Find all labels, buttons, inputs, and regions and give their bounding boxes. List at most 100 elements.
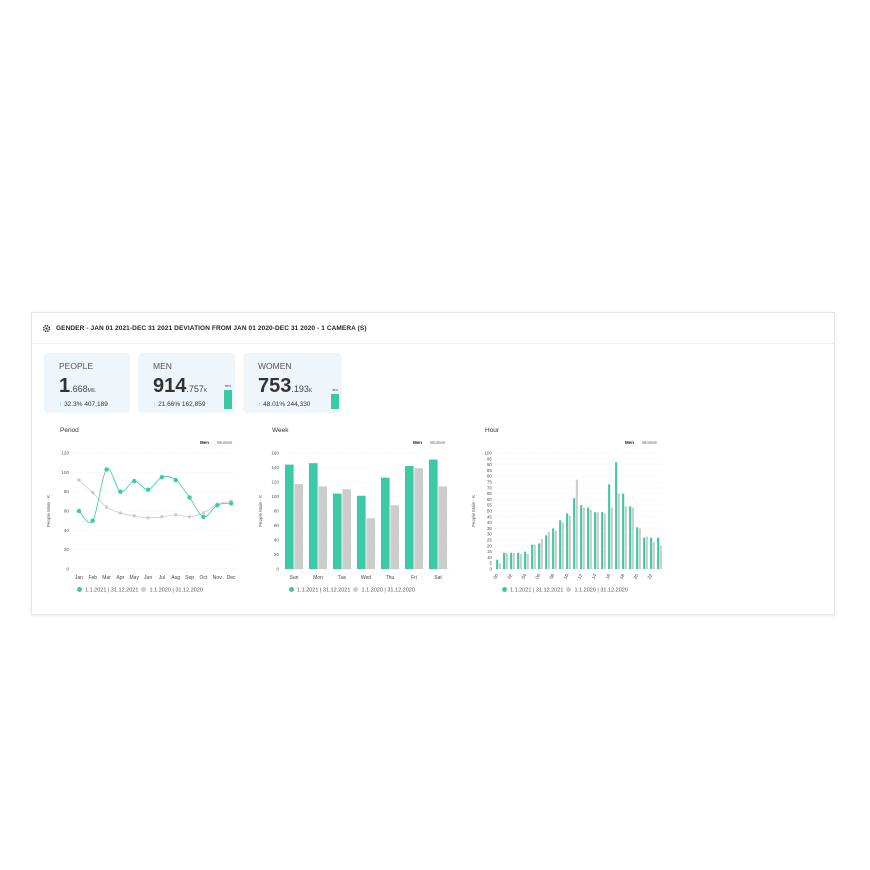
chart-title-week: Week	[272, 427, 289, 434]
x-tick-label: Nov	[213, 575, 222, 581]
kpi-people[interactable]: PEOPLE 1.668MIL ↑ 32.3% 407,189	[44, 353, 130, 413]
data-point-current	[228, 501, 234, 506]
bar-previous	[568, 515, 571, 569]
legend-hour[interactable]: 1.1.2021 | 31.12.2021 1.1.2020 | 31.12.2…	[502, 587, 628, 594]
x-tick-label: 14	[590, 573, 597, 580]
y-tick-label: 100	[484, 451, 492, 456]
y-axis-label: People Male - K	[258, 495, 263, 527]
hour-bar-chart[interactable]: People Male - K0510152025303540455055606…	[467, 445, 677, 583]
legend-dot-current	[289, 587, 294, 592]
bar-previous	[540, 538, 543, 569]
bar-current	[587, 507, 590, 569]
x-tick-label: Feb	[88, 575, 97, 581]
y-tick-label: 60	[64, 509, 70, 514]
bar-current	[517, 552, 520, 569]
bar-current	[559, 520, 562, 569]
y-tick-label: 90	[487, 462, 493, 467]
bar-current	[545, 535, 548, 569]
legend-period[interactable]: 1.1.2021 | 31.12.2021 1.1.2020 | 31.12.2…	[77, 587, 203, 594]
kpi-men[interactable]: MEN 914.757K ↑ 21.66% 162,859 55%	[138, 353, 235, 413]
y-tick-label: 5	[489, 561, 492, 566]
bar-previous	[624, 506, 627, 569]
kpi-label: WOMEN	[258, 361, 292, 371]
data-point-previous	[146, 516, 150, 520]
gender-toggle-week[interactable]: Men Women	[413, 440, 445, 445]
bar-previous	[652, 542, 655, 569]
kpi-women[interactable]: WOMEN 753.193K ↑ 48.01% 244,330 45%	[243, 353, 342, 413]
toggle-men: Men	[200, 440, 209, 445]
toggle-women: Women	[430, 440, 446, 445]
y-tick-label: 60	[274, 523, 280, 528]
share-label: 55%	[224, 384, 231, 388]
x-tick-label: 22	[646, 573, 653, 580]
y-tick-label: 75	[487, 480, 493, 485]
bar-current	[356, 495, 366, 569]
toggle-men: Men	[413, 440, 422, 445]
y-tick-label: 65	[487, 491, 493, 496]
data-point-previous	[187, 515, 192, 519]
x-tick-label: 20	[632, 573, 639, 580]
x-tick-label: Mon	[313, 575, 323, 581]
legend-dot-current	[77, 587, 82, 592]
data-point-previous	[91, 490, 95, 495]
x-tick-label: Jul	[159, 575, 165, 581]
y-tick-label: 160	[271, 451, 279, 456]
legend-week[interactable]: 1.1.2021 | 31.12.2021 1.1.2020 | 31.12.2…	[289, 587, 415, 594]
bar-previous	[498, 563, 501, 569]
bar-current	[531, 544, 534, 569]
y-tick-label: 20	[274, 552, 280, 557]
chart-title-hour: Hour	[485, 427, 500, 434]
x-tick-label: 16	[604, 573, 611, 580]
bar-current	[380, 477, 390, 569]
bar-current	[629, 506, 632, 569]
y-tick-label: 100	[61, 470, 69, 475]
kpi-value: 1.668MIL	[59, 375, 96, 397]
bar-previous	[414, 468, 424, 569]
x-tick-label: 00	[492, 573, 499, 580]
x-tick-label: Oct	[200, 575, 208, 581]
x-tick-label: Jan	[75, 575, 83, 581]
period-line-chart[interactable]: People Male - K 0 20 40 60 80 100 120 Jan Feb Mar A…	[42, 445, 252, 583]
data-point-current	[118, 489, 123, 494]
bar-previous	[390, 505, 400, 569]
bar-previous	[505, 552, 508, 569]
bar-previous	[554, 530, 557, 569]
bar-current	[615, 462, 618, 569]
y-tick-label: 10	[487, 555, 493, 560]
y-tick-label: 85	[487, 468, 493, 473]
x-tick-label: 02	[506, 573, 513, 580]
bar-previous	[645, 536, 648, 569]
gear-icon[interactable]	[42, 324, 51, 333]
x-tick-label: Thu	[386, 575, 395, 581]
bar-previous	[318, 486, 328, 569]
y-tick-label: 35	[487, 526, 493, 531]
bar-previous	[610, 507, 613, 569]
gender-panel: GENDER - JAN 01 2021-DEC 31 2021 DEVIATI…	[31, 312, 835, 615]
data-point-current	[132, 478, 137, 484]
week-bar-chart[interactable]: People Male - K 0 20 40 60 80 100 120 140 160 Sun M…	[254, 445, 464, 583]
data-point-current	[145, 487, 151, 492]
data-point-current	[173, 477, 178, 483]
bar-current	[573, 498, 576, 569]
y-tick-label: 20	[487, 543, 493, 548]
y-axis-label: People Male - K	[46, 495, 51, 527]
x-tick-label: 08	[548, 573, 555, 580]
y-tick-label: 95	[487, 456, 493, 461]
data-point-current	[187, 495, 192, 500]
toggle-women: Women	[642, 440, 658, 445]
kpi-label: MEN	[153, 361, 172, 371]
bar-previous	[342, 489, 352, 569]
data-point-current	[215, 503, 220, 508]
gender-toggle-hour[interactable]: Men Women	[625, 440, 657, 445]
share-label: 45%	[331, 388, 338, 392]
bar-current	[428, 459, 438, 569]
bar-current	[594, 512, 597, 569]
data-point-previous	[160, 515, 164, 519]
data-point-current	[104, 467, 109, 472]
y-tick-label: 25	[487, 538, 493, 543]
gender-toggle-period[interactable]: Men Women	[200, 440, 232, 445]
bar-previous	[519, 553, 522, 569]
bar-current	[332, 493, 342, 569]
y-tick-label: 40	[64, 528, 70, 533]
data-point-current	[76, 508, 82, 514]
